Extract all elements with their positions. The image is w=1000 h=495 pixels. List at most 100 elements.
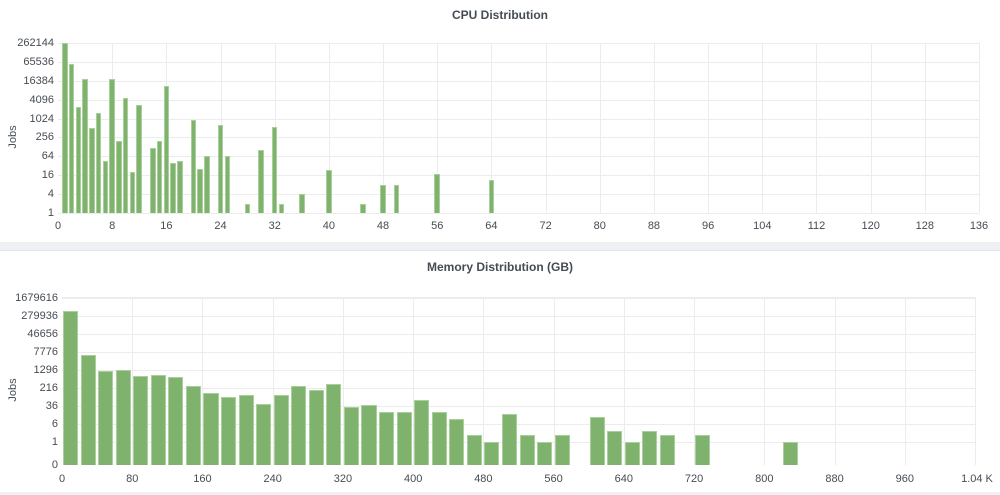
memory-bar[interactable]: [396, 411, 412, 465]
cpu-bar[interactable]: [95, 112, 102, 213]
gridline: [599, 43, 601, 213]
cpu-bar[interactable]: [68, 63, 75, 213]
memory-bar[interactable]: [414, 400, 430, 465]
gridline: [483, 297, 485, 465]
cpu-bar[interactable]: [271, 127, 278, 213]
cpu-bar[interactable]: [299, 194, 305, 213]
cpu-bar[interactable]: [116, 140, 122, 213]
cpu-bar[interactable]: [224, 155, 231, 213]
cpu-bar[interactable]: [170, 162, 176, 213]
cpu-bar[interactable]: [75, 106, 82, 213]
memory-bar[interactable]: [203, 393, 219, 465]
gridline: [62, 406, 975, 408]
cpu-bar[interactable]: [326, 170, 332, 213]
memory-bar[interactable]: [291, 385, 307, 465]
memory-bar[interactable]: [624, 442, 640, 465]
x-tick-label: 720: [684, 473, 704, 485]
cpu-bar[interactable]: [197, 169, 203, 213]
memory-bar[interactable]: [642, 431, 658, 465]
memory-bar[interactable]: [63, 311, 79, 465]
cpu-bar[interactable]: [89, 127, 95, 213]
memory-bar[interactable]: [519, 435, 535, 465]
gridline: [383, 43, 385, 213]
cpu-bar[interactable]: [129, 172, 136, 213]
x-tick-label: 120: [861, 220, 880, 232]
gridline: [816, 43, 818, 213]
y-tick-label: 4096: [29, 93, 54, 106]
memory-bar[interactable]: [185, 386, 201, 465]
cpu-bar[interactable]: [359, 203, 366, 213]
x-tick-label: 56: [431, 220, 444, 232]
memory-bar[interactable]: [501, 414, 517, 465]
cpu-bar[interactable]: [82, 78, 88, 213]
gridline: [491, 43, 493, 213]
memory-bar[interactable]: [150, 374, 166, 465]
memory-bar[interactable]: [379, 411, 395, 465]
memory-bar[interactable]: [361, 405, 377, 465]
memory-bar[interactable]: [133, 376, 149, 465]
memory-bar[interactable]: [695, 435, 711, 465]
cpu-bar[interactable]: [380, 184, 386, 213]
memory-bar[interactable]: [98, 371, 114, 465]
x-tick-label: 960: [895, 473, 914, 485]
cpu-bar[interactable]: [258, 150, 264, 213]
memory-bar[interactable]: [782, 442, 798, 465]
cpu-chart-title[interactable]: CPU Distribution: [452, 8, 548, 22]
cpu-plot-area[interactable]: [58, 42, 980, 214]
cpu-bar[interactable]: [434, 173, 440, 213]
memory-bar[interactable]: [115, 370, 131, 465]
cpu-distribution-panel: CPU Distribution Jobs 262144 65536 16384 40…: [0, 0, 1000, 242]
cpu-bar[interactable]: [190, 119, 197, 213]
memory-plot-area[interactable]: [62, 297, 976, 465]
cpu-bar[interactable]: [122, 98, 129, 213]
memory-bar[interactable]: [589, 417, 605, 465]
cpu-bar[interactable]: [61, 42, 68, 213]
gridline: [62, 424, 975, 426]
cpu-bar[interactable]: [156, 141, 163, 213]
cpu-bar[interactable]: [109, 78, 115, 213]
x-tick-label: 64: [485, 220, 498, 232]
y-tick-label: 16384: [23, 74, 54, 87]
memory-bar[interactable]: [343, 407, 359, 465]
x-tick-label: 104: [753, 220, 772, 232]
memory-bar[interactable]: [221, 397, 237, 465]
y-tick-label: 216: [39, 382, 58, 394]
x-tick-label: 24: [214, 220, 227, 232]
cpu-bar[interactable]: [217, 124, 224, 213]
memory-bar[interactable]: [308, 390, 324, 465]
cpu-bar[interactable]: [204, 156, 210, 213]
x-tick-label: 88: [647, 220, 661, 232]
memory-bar[interactable]: [238, 395, 254, 465]
cpu-bar[interactable]: [244, 203, 251, 213]
gridline: [62, 297, 975, 299]
cpu-bar[interactable]: [393, 184, 400, 213]
x-tick-label: 16: [160, 220, 173, 232]
memory-bar[interactable]: [466, 435, 482, 465]
gridline: [272, 297, 274, 465]
cpu-bar[interactable]: [488, 180, 495, 213]
memory-bar[interactable]: [431, 411, 447, 465]
gridline: [413, 297, 415, 465]
memory-bar[interactable]: [80, 355, 96, 465]
gridline: [924, 43, 926, 213]
gridline: [553, 297, 555, 465]
cpu-bar[interactable]: [163, 85, 170, 213]
memory-bar[interactable]: [256, 404, 272, 465]
cpu-bar[interactable]: [136, 105, 143, 213]
gridline: [437, 43, 439, 213]
memory-bar[interactable]: [537, 442, 553, 465]
memory-bar[interactable]: [484, 442, 500, 465]
memory-bar[interactable]: [168, 376, 184, 465]
memory-bar[interactable]: [273, 395, 289, 465]
cpu-bar[interactable]: [102, 160, 109, 213]
gridline: [979, 43, 980, 213]
cpu-bar[interactable]: [278, 203, 285, 213]
memory-bar[interactable]: [607, 431, 623, 465]
cpu-bar[interactable]: [177, 161, 183, 213]
memory-bar[interactable]: [554, 435, 570, 465]
memory-bar[interactable]: [659, 435, 675, 465]
memory-bar[interactable]: [326, 383, 342, 465]
memory-bar[interactable]: [449, 419, 465, 465]
memory-chart-title[interactable]: Memory Distribution (GB): [427, 260, 573, 274]
cpu-bar[interactable]: [150, 147, 156, 213]
